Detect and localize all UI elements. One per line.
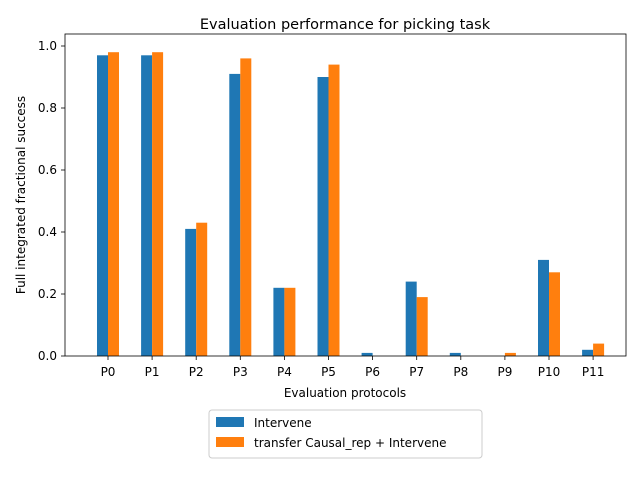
bar-transfer-causal-rep-intervene-p1	[152, 52, 164, 356]
x-tick-label-p1: P1	[145, 365, 160, 379]
legend-swatch-transfer-causal-rep-intervene	[216, 437, 244, 447]
bar-intervene-p3	[229, 73, 241, 357]
x-tick-label-p10: P10	[538, 365, 561, 379]
x-axis-label: Evaluation protocols	[284, 386, 406, 400]
bar-transfer-causal-rep-intervene-p10	[549, 272, 560, 356]
bars-layer	[97, 52, 605, 357]
x-tick-label-p3: P3	[233, 365, 248, 379]
bar-transfer-causal-rep-intervene-p9	[504, 352, 516, 356]
bar-transfer-causal-rep-intervene-p2	[196, 222, 208, 356]
y-tick-label-0-6: 0.6	[38, 163, 57, 177]
legend-swatch-intervene	[216, 417, 244, 427]
bar-intervene-p8	[449, 352, 461, 356]
x-tick-label-p7: P7	[409, 365, 424, 379]
x-tick-label-p8: P8	[453, 365, 468, 379]
x-tick-label-p2: P2	[189, 365, 204, 379]
y-axis-label: Full integrated fractional success	[14, 96, 28, 294]
bar-transfer-causal-rep-intervene-p4	[284, 287, 296, 356]
y-axis: 0.0 0.2 0.4 0.6 0.8 1.0	[38, 39, 65, 363]
legend-label-transfer-causal-rep-intervene: transfer Causal_rep + Intervene	[254, 436, 446, 450]
x-tick-label-p4: P4	[277, 365, 292, 379]
bar-intervene-p0	[97, 55, 108, 357]
x-tick-label-p5: P5	[321, 365, 336, 379]
bar-intervene-p2	[185, 228, 197, 356]
x-axis: P0 P1 P2 P3 P4 P5 P6 P7 P8 P9 P10 P11	[101, 356, 605, 379]
bar-intervene-p6	[361, 352, 373, 356]
y-tick-label-0-0: 0.0	[38, 349, 57, 363]
x-tick-label-p9: P9	[497, 365, 512, 379]
x-tick-label-p6: P6	[365, 365, 380, 379]
y-tick-label-0-4: 0.4	[38, 225, 57, 239]
bar-transfer-causal-rep-intervene-p3	[240, 58, 252, 357]
bar-intervene-p11	[582, 349, 594, 356]
bar-transfer-causal-rep-intervene-p11	[593, 343, 605, 356]
legend-box	[208, 409, 483, 459]
bar-transfer-causal-rep-intervene-p7	[416, 297, 428, 356]
y-tick-label-0-2: 0.2	[38, 287, 57, 301]
chart-title: Evaluation performance for picking task	[200, 17, 491, 33]
x-tick-label-p11: P11	[582, 365, 605, 379]
x-tick-label-p0: P0	[101, 365, 116, 379]
bar-intervene-p1	[141, 55, 153, 357]
bar-intervene-p10	[538, 259, 549, 356]
legend: Intervene transfer Causal_rep + Interven…	[208, 409, 483, 459]
bar-intervene-p4	[273, 287, 285, 356]
bar-transfer-causal-rep-intervene-p5	[328, 64, 340, 356]
bar-intervene-p7	[405, 281, 417, 356]
bar-transfer-causal-rep-intervene-p0	[108, 52, 119, 356]
plot-frame	[64, 33, 627, 357]
legend-label-intervene: Intervene	[254, 416, 312, 430]
y-tick-label-1-0: 1.0	[38, 39, 57, 53]
bar-intervene-p5	[317, 77, 329, 356]
y-tick-label-0-8: 0.8	[38, 101, 57, 115]
